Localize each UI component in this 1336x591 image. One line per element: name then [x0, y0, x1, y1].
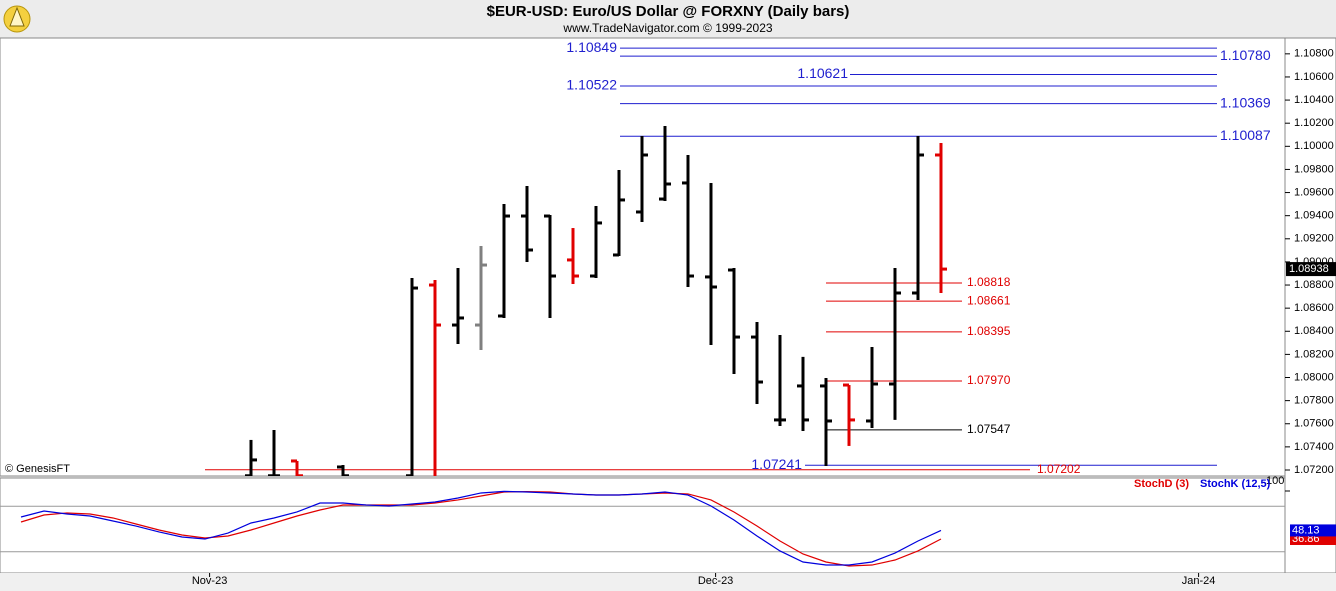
y-tick-label: 1.08600 — [1294, 302, 1334, 314]
y-tick-label: 1.08400 — [1294, 325, 1334, 337]
header-bar — [0, 0, 1336, 38]
level-label: 1.07547 — [967, 422, 1011, 436]
y-tick-label: 1.10800 — [1294, 48, 1334, 60]
level-label: 1.10849 — [566, 39, 617, 55]
stoch-line — [20, 490, 942, 566]
y-tick-label: 1.10000 — [1294, 140, 1334, 152]
price-plot: 1.10849 1.10780 1.10621 1.10522 1.10369 1.100… — [205, 39, 1271, 476]
y-tick-label: 1.10400 — [1294, 94, 1334, 106]
last-value-label: 1.08938 — [1289, 263, 1329, 275]
level-label: 1.10780 — [1220, 47, 1271, 63]
chart-title: $EUR-USD: Euro/US Dollar @ FORXNY (Daily… — [487, 3, 850, 20]
level-label: 1.08395 — [967, 324, 1011, 338]
level-label: 1.07202 — [1037, 462, 1081, 476]
level-label: 1.08818 — [967, 275, 1011, 289]
price-panel — [0, 37, 1286, 477]
axes: 1.07200 1.07400 1.07600 1.07800 1.08000 1.082… — [192, 48, 1336, 587]
y-tick-label: 1.08800 — [1294, 279, 1334, 291]
level-label: 1.10087 — [1220, 127, 1271, 143]
x-tick-label: Dec-23 — [698, 575, 733, 587]
y-tick-label: 1.08200 — [1294, 348, 1334, 360]
last-value-box — [1290, 524, 1336, 537]
level-label: 1.07241 — [751, 456, 802, 472]
level-label: 1.08661 — [967, 293, 1011, 307]
legend-label: StochD (3) — [1134, 478, 1189, 490]
y-tick-label: 1.09200 — [1294, 233, 1334, 245]
y-tick-label: 1.10600 — [1294, 71, 1334, 83]
x-tick-label: Jan-24 — [1182, 575, 1216, 587]
y-tick-label: 1.10200 — [1294, 117, 1334, 129]
level-label: 1.10522 — [566, 77, 617, 93]
x-tick-label: Nov-23 — [192, 575, 227, 587]
level-label: 1.10369 — [1220, 94, 1271, 110]
chart-subtitle: www.TradeNavigator.com © 1999-2023 — [562, 21, 772, 35]
x-axis-bar — [0, 573, 1336, 591]
y-tick-label: 1.08000 — [1294, 371, 1334, 383]
last-value-box — [1286, 262, 1336, 277]
logo — [3, 5, 31, 33]
stoch-panel — [0, 477, 1286, 574]
legend-label: StochK (12,5) — [1200, 478, 1271, 490]
level-label: 1.07970 — [967, 373, 1011, 387]
y-tick-label: 1.09800 — [1294, 163, 1334, 175]
y-tick-label: 1.09400 — [1294, 210, 1334, 222]
annotation: © GenesisFT — [5, 463, 70, 475]
last-value-label: 48.13 — [1292, 524, 1320, 536]
y-tick-label: 1.07800 — [1294, 395, 1334, 407]
y-tick-label: 1.07200 — [1294, 464, 1334, 476]
y-tick-label: 100 — [1266, 475, 1284, 487]
y-tick-label: 1.09600 — [1294, 186, 1334, 198]
stoch-line — [20, 491, 942, 567]
stoch-plot — [0, 490, 1285, 567]
y-tick-label: 1.07600 — [1294, 418, 1334, 430]
level-label: 1.10621 — [797, 65, 848, 81]
y-tick-label: 1.07400 — [1294, 441, 1334, 453]
